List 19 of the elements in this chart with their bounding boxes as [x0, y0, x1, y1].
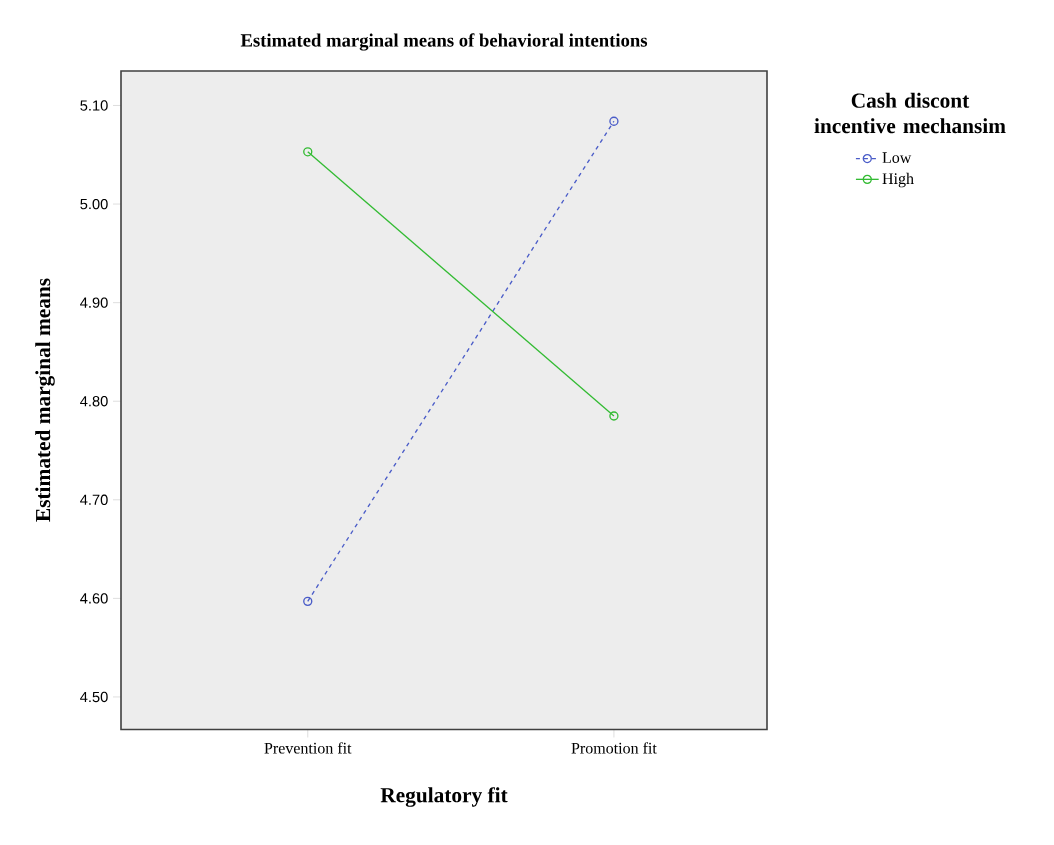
- x-axis-title: Regulatory fit: [380, 787, 508, 807]
- x-tick-label: Promotion fit: [571, 742, 657, 754]
- legend-label: Low: [882, 152, 912, 163]
- point: [609, 116, 619, 126]
- chart-title: Estimated marginal means of behavioral intentions: [240, 33, 648, 51]
- x-tick-label: Prevention fit: [264, 742, 352, 754]
- y-tick-label: 4.90: [80, 297, 108, 308]
- legend-label: High: [882, 172, 914, 188]
- y-tick-label: 4.70: [80, 494, 108, 505]
- y-tick-label: 5.00: [80, 198, 108, 210]
- y-tick-label: 5.10: [80, 100, 108, 111]
- y-tick-label: 4.80: [80, 396, 108, 407]
- y-tick-label: 4.50: [80, 691, 108, 703]
- legend-title: Cash discont incentive mechansim: [814, 92, 1006, 134]
- point: [303, 596, 313, 607]
- y-tick-label: 4.60: [80, 593, 108, 604]
- y-axis-title: Estimated marginal means: [35, 278, 55, 522]
- point: [609, 411, 619, 421]
- point: [303, 147, 313, 157]
